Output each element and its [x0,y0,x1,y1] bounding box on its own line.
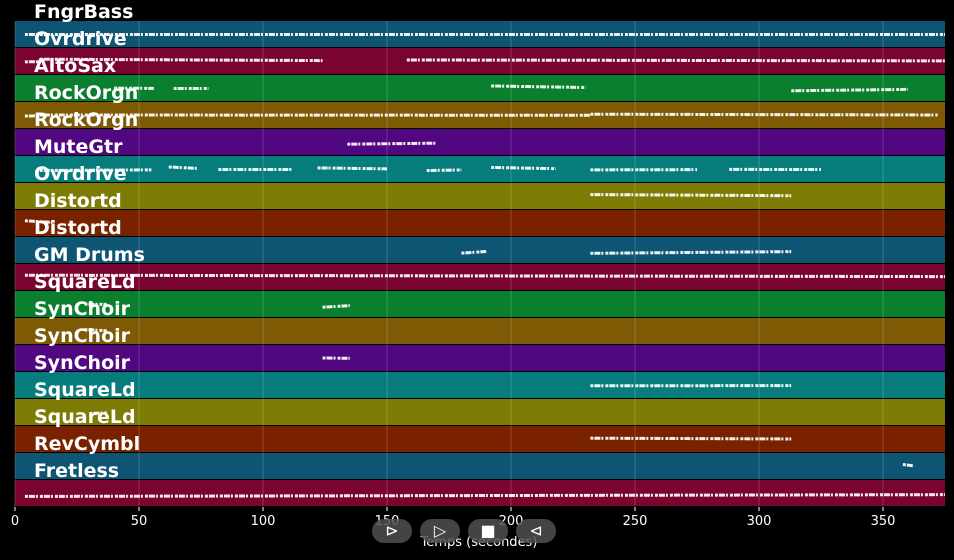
note-segment [491,165,556,171]
stop-button[interactable]: ■ [468,519,508,543]
track-label: SynChoir [34,352,131,374]
x-tick-label: 100 [251,514,276,529]
note-segment [317,166,388,171]
play-button[interactable]: ▷ [420,519,460,543]
track-label: RevCymbl [34,433,140,455]
step-forward-button[interactable]: ⊲ [516,519,556,543]
track-label: RockOrgn [34,109,138,131]
track-band [15,75,945,101]
track-label: AltoSax [34,55,116,77]
track-band [15,399,945,425]
track-label: Ovrdrive [34,28,127,50]
note-segment [426,168,462,173]
note-segment [24,493,946,498]
note-segment [590,193,792,198]
track-band [15,129,945,155]
note-segment [491,84,586,89]
track-label: MuteGtr [34,136,123,158]
note-segment [590,250,792,255]
x-tick-label: 50 [131,514,148,529]
track-label: Fretless [34,460,119,482]
x-tick-label: 250 [623,514,648,529]
note-segment [791,87,908,93]
note-segment [590,436,792,441]
track-band [15,426,945,452]
x-tick-label: 350 [871,514,896,529]
track-band [15,291,945,317]
track-label: SquareLd [34,271,136,293]
track-label: SquareLd [34,406,136,428]
track-label: Distortd [34,190,122,212]
note-segment [322,304,350,309]
note-segment [89,411,107,416]
note-segment [461,250,487,255]
track-label: SynChoir [34,298,131,320]
track-band [15,345,945,371]
track-label: Distortd [34,217,122,239]
note-segment [24,273,946,279]
x-tick-label: 0 [11,514,19,529]
track-label: SynChoir [34,325,131,347]
track-label: SquareLd [34,379,136,401]
track-label: Ovrdrive [34,163,127,185]
x-tick-label: 300 [747,514,772,529]
track-band [15,183,945,209]
track-label: FngrBass [34,1,133,23]
note-segment [84,328,107,333]
track-band [15,372,945,398]
track-label: RockOrgn [34,82,138,104]
note-segment [590,112,938,117]
track-band [15,210,945,236]
track-band [15,480,945,506]
track-band [15,453,945,479]
note-segment [902,463,913,468]
step-back-button[interactable]: ⊳ [372,519,412,543]
playback-controls: ⊳ ▷ ■ ⊲ [372,519,556,543]
track-label: GM Drums [34,244,145,266]
note-segment [168,165,199,170]
note-segment [39,57,323,63]
note-segment [24,219,53,224]
track-band [15,318,945,344]
track-band [15,237,945,263]
